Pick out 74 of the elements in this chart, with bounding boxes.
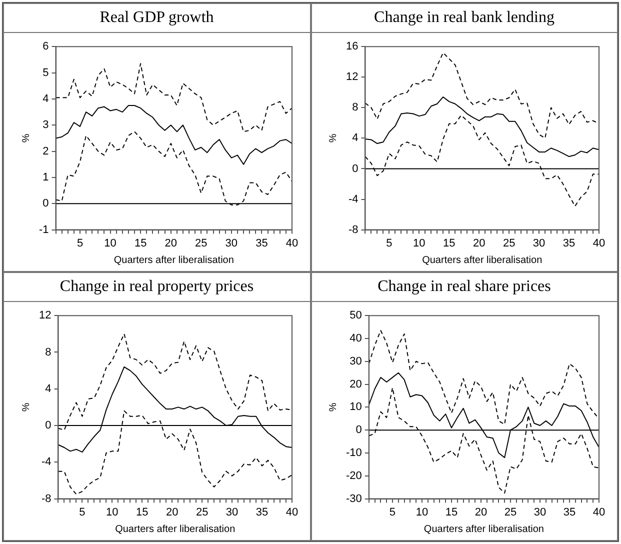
x-tick-label: 10	[416, 506, 428, 518]
y-axis-title: %	[328, 402, 339, 412]
x-tick-label: 35	[256, 506, 268, 518]
x-tick-label: 5	[390, 506, 396, 518]
x-tick-label: 15	[134, 237, 146, 250]
y-tick-label: 3	[42, 119, 49, 132]
x-tick-label: 15	[136, 506, 148, 518]
y-tick-label: 12	[346, 71, 358, 84]
y-tick-label: 4	[352, 132, 358, 144]
y-tick-label: 30	[350, 355, 362, 368]
x-axis-title: Quarters after liberalisation	[114, 254, 234, 266]
y-tick-label: 12	[38, 310, 51, 322]
y-tick-label: -8	[348, 224, 358, 236]
x-tick-label: 15	[446, 506, 458, 518]
y-tick-label: 0	[352, 162, 358, 175]
x-tick-label: 5	[386, 237, 393, 250]
y-tick-label: -8	[41, 492, 51, 505]
x-tick-label: 5	[78, 506, 86, 518]
chart-title: Change in real share prices	[312, 273, 617, 302]
x-tick-label: 25	[196, 506, 208, 518]
chart-title: Real GDP growth	[4, 4, 310, 33]
x-tick-label: 25	[194, 237, 208, 250]
y-tick-label: -10	[346, 447, 362, 460]
y-tick-label: -30	[346, 492, 362, 505]
x-tick-label: 30	[226, 506, 238, 518]
chart-title: Change in real property prices	[4, 273, 310, 302]
x-tick-label: 10	[413, 237, 426, 250]
y-tick-label: -4	[41, 456, 51, 468]
x-tick-label: 10	[106, 506, 118, 518]
y-tick-label: 10	[350, 401, 362, 414]
y-tick-label: 8	[352, 102, 358, 114]
x-tick-label: 30	[533, 237, 546, 250]
x-tick-label: 40	[286, 237, 298, 250]
y-tick-label: 8	[44, 346, 51, 358]
y-tick-label: 2	[42, 145, 49, 158]
y-tick-label: 4	[44, 382, 51, 395]
x-tick-label: 30	[534, 506, 546, 518]
x-tick-label: 25	[503, 237, 516, 250]
x-tick-label: 35	[563, 237, 576, 250]
x-tick-label: 30	[225, 237, 238, 250]
y-axis-title: %	[20, 134, 32, 143]
x-tick-label: 25	[504, 506, 517, 518]
x-tick-label: 35	[255, 237, 268, 250]
y-tick-label: 6	[42, 40, 49, 53]
y-axis-title: %	[328, 134, 339, 143]
y-tick-label: 0	[42, 198, 49, 210]
x-tick-label: 15	[443, 237, 456, 250]
x-axis-title: Quarters after liberalisation	[422, 254, 542, 266]
chart-title: Change in real bank lending	[312, 4, 617, 33]
y-tick-label: 0	[356, 424, 362, 436]
y-tick-label: -20	[346, 470, 362, 482]
x-tick-label: 35	[564, 506, 576, 518]
y-tick-label: 0	[44, 420, 51, 432]
y-tick-label: 16	[346, 40, 358, 53]
y-tick-label: 50	[350, 310, 362, 322]
y-axis-title: %	[20, 402, 32, 412]
x-axis-title: Quarters after liberalisation	[424, 524, 544, 535]
x-tick-label: 20	[475, 506, 488, 518]
x-tick-label: 40	[286, 506, 298, 518]
y-tick-label: 4	[42, 92, 49, 105]
y-tick-label: 1	[42, 171, 49, 184]
x-tick-label: 40	[593, 506, 606, 518]
x-axis-title: Quarters after liberalisation	[114, 524, 235, 535]
y-tick-label: -1	[38, 224, 49, 236]
x-tick-label: 20	[473, 237, 486, 250]
y-tick-label: 40	[350, 332, 362, 345]
y-tick-label: 5	[42, 66, 49, 79]
y-tick-label: -4	[348, 193, 358, 206]
x-tick-label: 20	[166, 506, 178, 518]
y-tick-label: 20	[350, 378, 362, 390]
x-tick-label: 20	[164, 237, 177, 250]
x-tick-label: 5	[76, 237, 83, 250]
x-tick-label: 10	[104, 237, 116, 250]
x-tick-label: 40	[593, 237, 606, 250]
